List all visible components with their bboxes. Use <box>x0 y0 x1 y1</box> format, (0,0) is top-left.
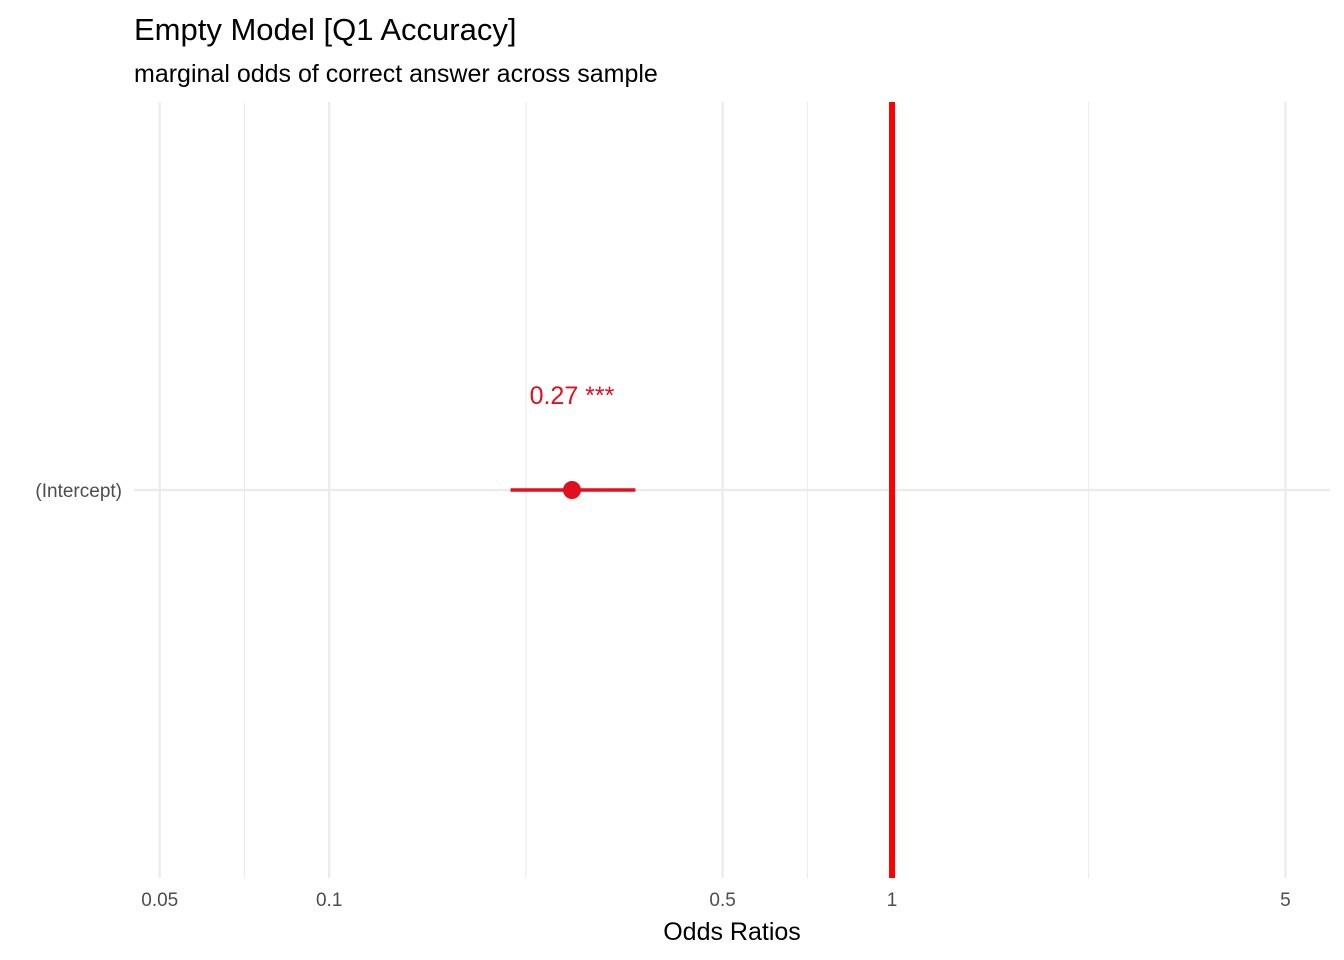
x-tick-label: 0.1 <box>316 890 342 911</box>
x-tick-label: 0.5 <box>709 890 735 911</box>
data-marks: 0.27 *** <box>510 382 636 499</box>
estimate-point <box>562 481 581 499</box>
y-axis-labels: (Intercept) <box>35 481 122 502</box>
x-tick-label: 5 <box>1280 890 1291 911</box>
chart-title: Empty Model [Q1 Accuracy] <box>134 12 516 47</box>
x-axis-labels: 0.05 0.1 0.5 1 5 <box>141 890 1290 911</box>
x-tick-label: 1 <box>887 890 898 911</box>
x-tick-label: 0.05 <box>141 890 178 911</box>
x-axis-title: Odds Ratios <box>663 918 801 946</box>
chart-subtitle: marginal odds of correct answer across s… <box>134 60 658 88</box>
y-tick-label: (Intercept) <box>35 481 122 502</box>
grid <box>134 102 1330 878</box>
data-label: 0.27 *** <box>530 382 615 410</box>
